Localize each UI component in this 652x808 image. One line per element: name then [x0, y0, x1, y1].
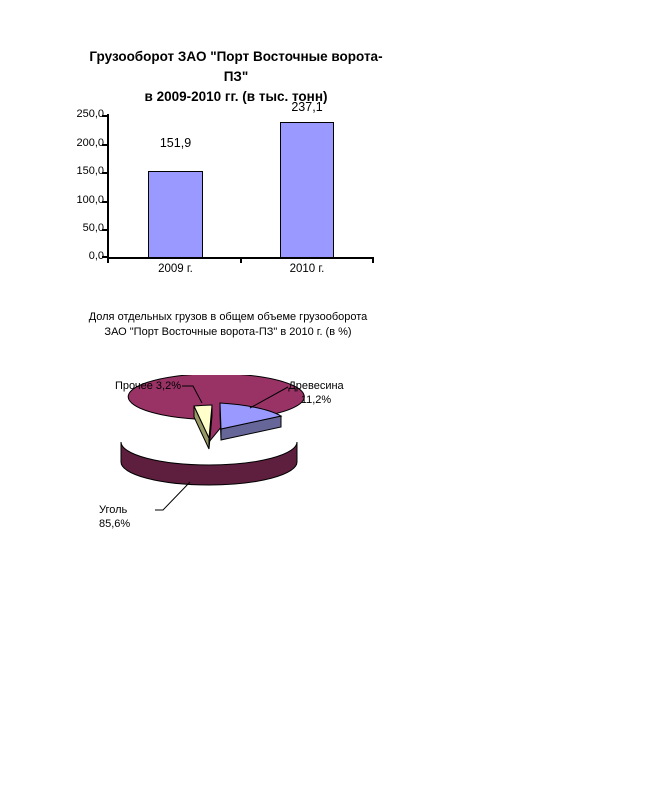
bar-value-label: 237,1: [291, 100, 323, 114]
y-tick-label: 250,0: [76, 108, 104, 120]
y-tick-label: 100,0: [76, 194, 104, 206]
pie-slice-ugol: [127, 375, 305, 443]
y-tick: [102, 172, 107, 174]
pie-slice-drevesina: [219, 402, 283, 430]
bar-2010: [280, 122, 334, 258]
pie-chart-title: Доля отдельных грузов в общем объеме гру…: [80, 310, 376, 339]
bar-chart-title-line2: в 2009-2010 гг. (в тыс. тонн): [144, 89, 328, 104]
bar-chart-title: Грузооборот ЗАО "Порт Восточные ворота-П…: [80, 47, 392, 107]
bar-value-label: 151,9: [159, 136, 192, 150]
y-tick: [102, 229, 107, 231]
y-tick: [102, 201, 107, 203]
y-tick-label: 50,0: [82, 222, 104, 234]
pie-chart-title-line1: Доля отдельных грузов в общем объеме гру…: [88, 311, 368, 323]
leader-line-prochee: [182, 385, 203, 404]
pie-label-ugol: Уголь 85,6%: [99, 504, 131, 530]
x-tick: [240, 258, 242, 263]
pie-label-prochee: Прочее 3,2%: [115, 380, 181, 392]
y-tick: [102, 144, 107, 146]
leader-line-drevesina: [249, 386, 289, 409]
pie-slice-prochee: [193, 404, 213, 440]
bar-chart-title-line1: Грузооборот ЗАО "Порт Восточные ворота-П…: [89, 49, 383, 84]
y-tick-label: 200,0: [76, 137, 104, 149]
y-tick-label: 150,0: [76, 165, 104, 177]
pie-slice-ugol-side: [120, 441, 298, 486]
x-category-label: 2009 г.: [158, 263, 193, 275]
x-category-label: 2010 г.: [289, 263, 325, 275]
bar-2009: [148, 171, 203, 258]
y-tick: [102, 256, 107, 258]
y-tick: [102, 115, 107, 117]
pie-label-drevesina: Древесина 11,2%: [284, 379, 348, 407]
x-tick: [107, 258, 109, 263]
pie-3d-graphic: [120, 375, 305, 511]
pie-label-drevesina-line2: 11,2%: [300, 394, 332, 406]
pie-label-drevesina-line1: Древесина: [288, 380, 344, 392]
leader-line-ugol: [155, 481, 191, 511]
y-axis-line: [107, 114, 109, 259]
x-tick: [372, 258, 374, 263]
y-tick-label: 0,0: [88, 250, 104, 262]
pie-chart-title-line2: ЗАО "Порт Восточные ворота-ПЗ" в 2010 г.…: [104, 325, 352, 338]
